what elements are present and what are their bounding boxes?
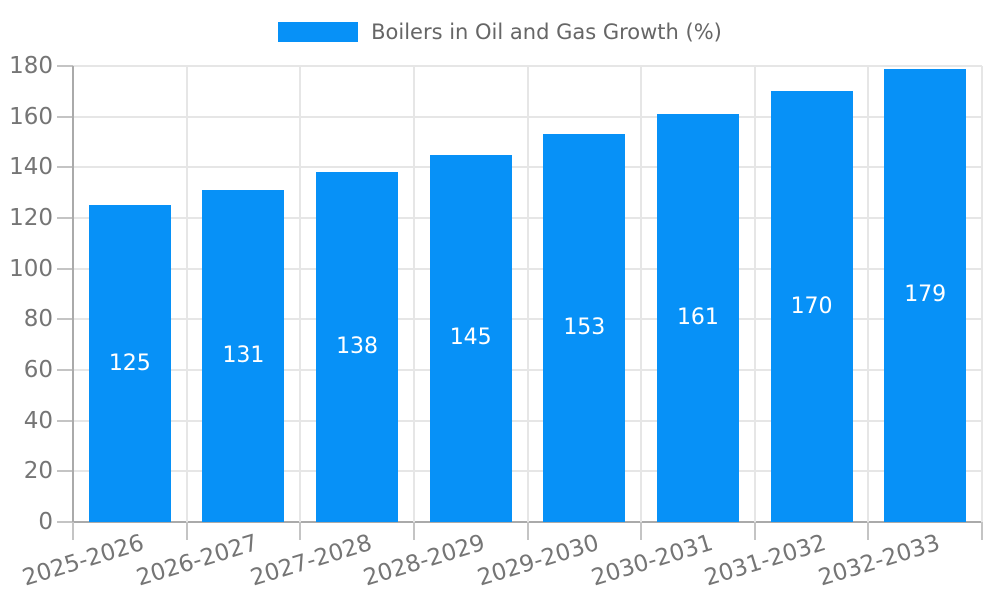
x-tick-label: 2025-2026 [19, 530, 148, 592]
x-gridline [867, 66, 870, 522]
x-tick-label: 2026-2027 [133, 530, 262, 592]
bar[interactable] [543, 134, 626, 522]
bar-value-label: 153 [563, 315, 606, 341]
y-tick-mark [57, 419, 73, 422]
x-tick-mark [640, 522, 643, 540]
x-tick-mark [185, 522, 188, 540]
x-gridline [753, 66, 756, 522]
y-tick-label: 40 [23, 407, 53, 434]
y-tick-label: 0 [38, 509, 53, 535]
y-tick-label: 20 [23, 458, 53, 485]
y-tick-label: 60 [23, 357, 53, 383]
x-tick-mark [753, 522, 756, 540]
y-tick-label: 80 [23, 306, 53, 333]
y-tick-label: 140 [9, 154, 53, 181]
x-tick-label: 2028-2029 [360, 530, 489, 592]
x-tick-label: 2032-2033 [815, 530, 943, 592]
x-tick-label: 2031-2032 [701, 530, 830, 592]
y-tick-label: 100 [9, 255, 53, 282]
bar[interactable] [88, 205, 171, 522]
bar-value-label: 145 [449, 325, 492, 351]
x-gridline [640, 66, 643, 522]
x-tick-mark [72, 522, 74, 540]
y-tick-mark [57, 65, 73, 67]
x-gridline [185, 66, 188, 522]
y-tick-mark [57, 521, 73, 523]
y-tick-label: 120 [9, 205, 53, 231]
legend-swatch [278, 22, 359, 42]
chart-legend-item[interactable]: Boilers in Oil and Gas Growth (%) [0, 20, 1000, 44]
bar-value-label: 138 [336, 334, 379, 360]
bar-value-label: 131 [222, 343, 265, 369]
y-tick-mark [57, 267, 73, 270]
y-tick-mark [57, 369, 73, 371]
x-gridline [299, 66, 302, 522]
y-tick-label: 160 [9, 103, 53, 130]
bar[interactable] [884, 68, 967, 522]
bar-value-label: 125 [108, 350, 151, 376]
y-tick-mark [57, 115, 73, 118]
bar[interactable] [429, 154, 512, 522]
x-tick-label: 2027-2028 [247, 530, 375, 592]
bar-value-label: 179 [904, 282, 947, 308]
x-tick-mark [299, 522, 302, 540]
y-tick-mark [57, 318, 73, 321]
x-tick-label: 2030-2031 [588, 530, 716, 592]
x-tick-mark [867, 522, 870, 540]
legend-label: Boilers in Oil and Gas Growth (%) [371, 20, 722, 44]
y-tick-mark [57, 217, 73, 219]
x-gridline [412, 66, 415, 522]
y-tick-label: 180 [9, 53, 53, 79]
x-gridline [981, 66, 983, 522]
bar[interactable] [770, 91, 853, 522]
x-tick-mark [526, 522, 529, 540]
y-tick-mark [57, 166, 73, 169]
x-tick-mark [981, 522, 983, 540]
x-tick-label: 2029-2030 [474, 530, 602, 592]
bar-value-label: 161 [676, 305, 719, 331]
x-gridline [72, 66, 74, 522]
bar[interactable] [656, 114, 739, 522]
bar[interactable] [202, 190, 285, 522]
bar[interactable] [316, 172, 399, 522]
bar-value-label: 170 [790, 293, 833, 319]
y-tick-mark [57, 470, 73, 473]
x-gridline [526, 66, 529, 522]
x-tick-mark [412, 522, 415, 540]
